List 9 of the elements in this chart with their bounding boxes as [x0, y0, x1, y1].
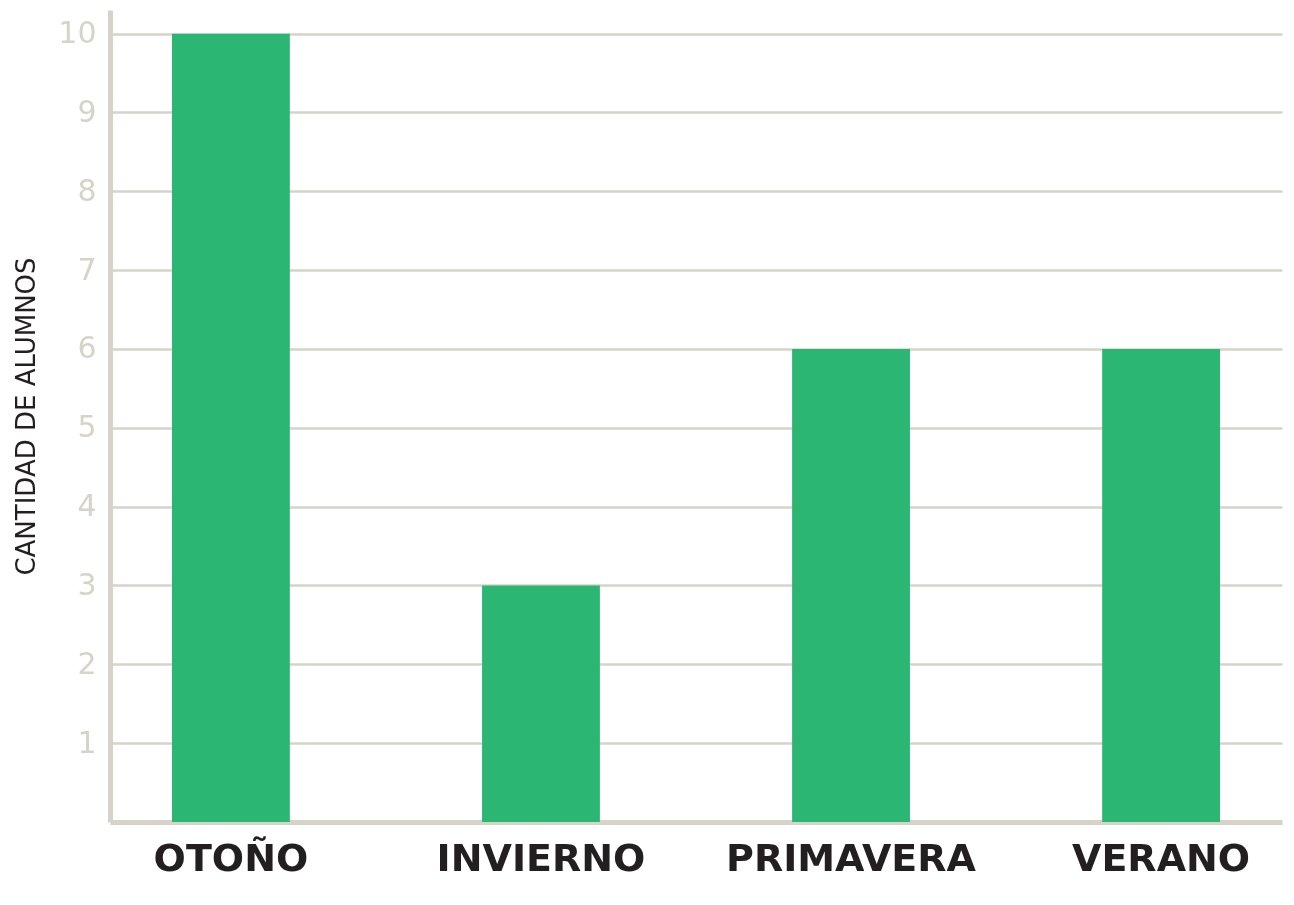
bar — [792, 348, 910, 822]
x-tick-label: PRIMAVERA — [726, 835, 977, 880]
x-tick-label: OTOÑO — [153, 835, 309, 880]
x-tick-label: INVIERNO — [436, 835, 646, 880]
y-axis-title: CANTIDAD DE ALUMNOS — [11, 257, 42, 576]
bar — [1102, 348, 1220, 822]
x-tick-label: VERANO — [1072, 835, 1251, 880]
bar — [172, 33, 290, 822]
bar — [482, 585, 600, 822]
